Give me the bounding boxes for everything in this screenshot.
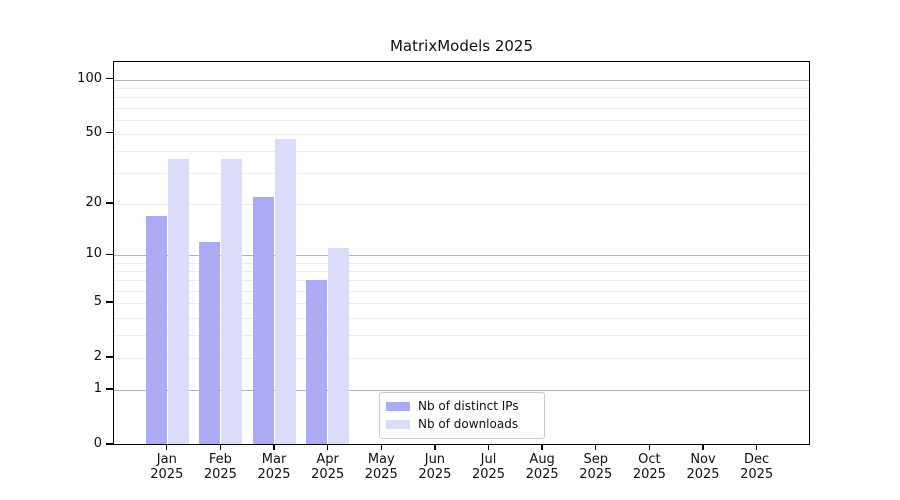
bar-distinct-ips-jan <box>145 216 167 445</box>
y-axis-tick-20 <box>106 202 113 204</box>
y-axis-tick-0 <box>106 443 113 445</box>
y-axis-label-50: 50 <box>85 124 102 140</box>
x-axis-tick-sep <box>595 444 597 450</box>
gridline-minor-4 <box>114 317 809 319</box>
gridline-minor-20 <box>114 203 809 205</box>
x-axis-tick-feb <box>219 444 222 450</box>
x-axis-tick-jul <box>487 444 490 450</box>
y-axis-tick-10 <box>106 253 113 255</box>
gridline-minor-3 <box>114 335 809 337</box>
legend: Nb of distinct IPs Nb of downloads <box>379 391 545 439</box>
bar-downloads-jan <box>167 159 189 445</box>
y-axis-label-20: 20 <box>85 194 102 210</box>
y-axis-label-10: 10 <box>85 246 102 262</box>
gridline-minor-7 <box>114 280 809 282</box>
x-axis-label-may: May 2025 <box>364 452 398 482</box>
gridline-minor-9 <box>114 262 809 264</box>
gridline-minor-40 <box>114 150 809 152</box>
x-axis-tick-jan <box>166 444 168 450</box>
bar-downloads-apr <box>328 248 350 445</box>
legend-entry-downloads: Nb of downloads <box>386 417 538 431</box>
legend-entry-distinct-ips: Nb of distinct IPs <box>386 399 538 413</box>
y-axis-tick-2 <box>106 356 113 358</box>
y-axis-label-1: 1 <box>93 381 102 397</box>
bar-distinct-ips-apr <box>306 280 328 445</box>
y-axis-tick-50 <box>106 132 113 134</box>
x-axis-tick-mar <box>273 444 275 450</box>
gridline-minor-8 <box>114 271 809 273</box>
x-axis-label-jul: Jul 2025 <box>471 452 506 482</box>
gridline-major-100 <box>114 79 809 81</box>
x-axis-tick-jun <box>434 444 436 450</box>
gridline-minor-5 <box>114 303 809 305</box>
x-axis-label-jan: Jan 2025 <box>150 452 184 482</box>
gridline-major-10 <box>114 255 809 257</box>
gridline-minor-2 <box>114 358 809 360</box>
x-axis-tick-nov <box>702 444 704 450</box>
x-axis-label-dec: Dec 2025 <box>740 452 774 482</box>
x-axis-tick-oct <box>648 444 651 450</box>
y-axis-tick-5 <box>106 301 113 303</box>
plot-area: Nb of distinct IPs Nb of downloads <box>113 60 810 445</box>
legend-swatch-downloads <box>386 419 410 429</box>
y-axis-label-5: 5 <box>93 294 102 310</box>
legend-label-downloads: Nb of downloads <box>418 417 519 431</box>
gridline-minor-60 <box>114 119 809 121</box>
x-axis-label-jun: Jun 2025 <box>418 452 452 482</box>
x-axis-label-oct: Oct 2025 <box>632 452 666 482</box>
bar-downloads-mar <box>274 138 296 445</box>
x-axis-tick-aug <box>541 444 543 450</box>
x-axis-label-sep: Sep 2025 <box>579 452 613 482</box>
x-axis-label-apr: Apr 2025 <box>311 452 345 482</box>
x-axis-label-nov: Nov 2025 <box>686 452 720 482</box>
legend-label-distinct-ips: Nb of distinct IPs <box>418 399 519 413</box>
y-axis-tick-100 <box>106 77 113 80</box>
x-axis-tick-may <box>380 444 382 450</box>
gridline-minor-6 <box>114 290 809 292</box>
y-axis-tick-1 <box>106 388 113 390</box>
gridline-minor-80 <box>114 97 809 99</box>
bar-distinct-ips-feb <box>199 241 221 445</box>
x-axis-tick-apr <box>327 444 329 450</box>
y-axis-label-2: 2 <box>93 349 102 365</box>
x-axis-label-aug: Aug 2025 <box>525 452 559 482</box>
x-axis-label-mar: Mar 2025 <box>257 452 291 482</box>
x-axis-tick-dec <box>755 444 758 450</box>
bar-distinct-ips-mar <box>252 196 274 445</box>
gridline-major-1 <box>114 390 809 392</box>
legend-swatch-distinct-ips <box>386 401 410 411</box>
y-axis-label-0: 0 <box>93 436 102 451</box>
y-axis-label-100: 100 <box>77 70 102 86</box>
gridline-minor-90 <box>114 87 809 89</box>
x-axis-label-feb: Feb 2025 <box>203 452 237 482</box>
chart-title: MatrixModels 2025 <box>389 37 534 55</box>
bar-downloads-feb <box>221 159 243 445</box>
gridline-minor-50 <box>114 133 809 135</box>
gridline-minor-70 <box>114 107 809 109</box>
gridline-minor-30 <box>114 173 809 175</box>
